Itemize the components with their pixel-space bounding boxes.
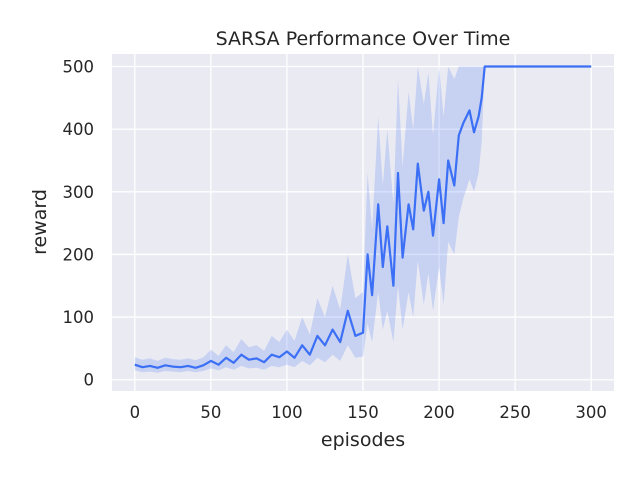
x-tick-label: 150: [347, 403, 379, 422]
x-tick-label: 0: [130, 403, 141, 422]
y-tick-label: 400: [63, 120, 95, 139]
y-tick-label: 300: [63, 183, 95, 202]
y-tick-labels: 0 100 200 300 400 500: [63, 58, 95, 390]
chart-title: SARSA Performance Over Time: [216, 28, 511, 50]
y-tick-label: 0: [84, 371, 95, 390]
x-tick-label: 250: [499, 403, 531, 422]
y-axis-title: reward: [29, 189, 51, 255]
x-tick-label: 200: [423, 403, 455, 422]
y-tick-label: 100: [63, 308, 95, 327]
confidence-band: [134, 66, 592, 373]
mean-reward-line: [134, 65, 592, 369]
x-tick-label: 300: [575, 403, 607, 422]
x-tick-label: 100: [271, 403, 303, 422]
x-axis-title: episodes: [321, 429, 405, 451]
x-gridlines: [134, 54, 592, 391]
y-tick-label: 500: [63, 58, 95, 77]
x-tick-labels: 0 50 100 150 200 250 300: [130, 403, 607, 422]
x-tick-label: 50: [200, 403, 221, 422]
y-tick-label: 200: [63, 245, 95, 264]
